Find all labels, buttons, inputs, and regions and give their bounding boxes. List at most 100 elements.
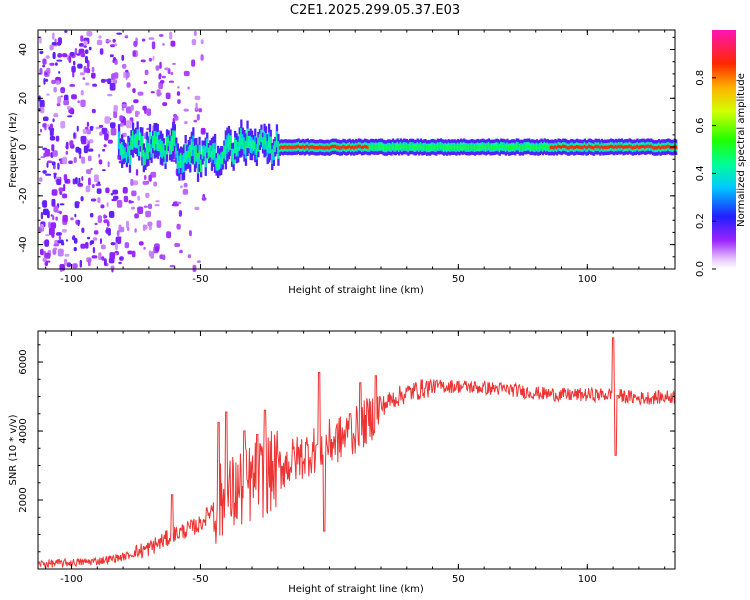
colorbar-ticks: 0.0 0.2 0.4 0.6 0.8: [695, 70, 716, 277]
spectrogram-cell: [52, 52, 56, 59]
spectrogram-cell: [42, 170, 47, 174]
spectrogram-cell: [128, 151, 132, 159]
spectrogram-cell: [52, 150, 58, 157]
spectrogram-cell: [162, 43, 165, 46]
spectrogram-cell: [103, 214, 107, 219]
spectrogram-cell: [124, 35, 129, 39]
spectrogram-cell: [105, 187, 110, 194]
spectrogram-cell: [266, 145, 269, 153]
spectrogram-cell: [135, 169, 139, 176]
spectrogram-cell: [44, 239, 49, 247]
spectrogram-cell: [243, 142, 246, 150]
spectrogram-cell: [121, 103, 127, 108]
spectrogram-cell: [442, 146, 446, 150]
spectrogram-cell: [133, 40, 138, 47]
spectrogram-cell: [193, 30, 197, 36]
spectrogram-cell: [636, 144, 639, 148]
spectrogram-cell: [178, 210, 182, 217]
spectrogram-cell: [115, 236, 122, 244]
spectrogram-cell: [155, 65, 160, 71]
spectrogram-cell: [461, 145, 464, 149]
spectrogram-cell: [630, 145, 633, 149]
spectrogram-cell: [74, 213, 77, 218]
spectrogram-cell: [108, 211, 115, 218]
spectrogram-cell: [194, 206, 200, 211]
spectrogram-cell: [480, 145, 483, 149]
spectrogram-cell: [645, 144, 648, 149]
spectrogram-cell: [98, 252, 102, 261]
spectrogram-cell: [99, 131, 103, 136]
spectrogram-cell: [49, 123, 53, 129]
spectrogram-cell: [152, 139, 155, 145]
spectrogram-cell: [141, 142, 144, 151]
spectrogram-cell: [441, 145, 444, 149]
spectrogram-cell: [538, 145, 542, 149]
spectrogram-cell: [135, 137, 138, 144]
spectrogram-cell: [79, 154, 82, 159]
spectrogram-cell: [333, 144, 336, 149]
spectrogram-cell: [80, 196, 84, 202]
spectrogram-cell: [246, 134, 249, 143]
spectrogram-cell: [66, 262, 72, 268]
spectrogram-cell: [413, 145, 416, 150]
spectrogram-cell: [60, 95, 63, 98]
spectrogram-cell: [39, 36, 42, 44]
spectrogram-cell: [101, 256, 105, 261]
spectrogram-cell: [623, 145, 627, 149]
snr-y-ticks: 2000 4000 6000: [18, 344, 675, 570]
spectrogram-cell: [39, 177, 43, 182]
spectrogram-cell: [148, 37, 155, 40]
spectrogram-cell: [644, 145, 647, 149]
spectrogram-cell: [183, 182, 188, 188]
spectrogram-cell: [65, 150, 69, 155]
spectrogram-cell: [184, 121, 188, 125]
x-tick-label: -50: [192, 274, 208, 285]
spectrogram-cell: [213, 149, 217, 158]
spectrogram-cell: [450, 145, 453, 149]
spectrogram-cell: [571, 145, 574, 149]
spectrogram-cell: [49, 135, 56, 141]
spectrogram-cell: [148, 137, 152, 146]
spectrogram-cell: [410, 144, 413, 149]
spectrogram-cell: [45, 55, 50, 59]
spectrogram-cell: [662, 145, 665, 149]
spectrogram-cell: [194, 95, 201, 100]
spectrogram-cell: [123, 117, 127, 126]
spectrogram-cell: [44, 72, 48, 76]
spectrogram-cell: [226, 140, 229, 149]
spectrogram-cell: [56, 232, 62, 236]
spectrogram-cell: [81, 227, 85, 233]
spectrogram-cell: [100, 244, 106, 250]
spectrogram-cell: [596, 145, 599, 149]
spectrogram-cell: [322, 145, 325, 150]
spectrogram-cell: [500, 144, 503, 148]
spectrogram-x-ticks: -100 -50 50 100: [45, 30, 666, 285]
spectrogram-cell: [57, 240, 61, 244]
spectrogram-cell: [263, 136, 266, 145]
spectrogram-cell: [169, 264, 176, 268]
spectrogram-cell: [101, 127, 108, 135]
spectrogram-cell: [63, 258, 68, 266]
spectrogram-cell: [421, 146, 424, 150]
spectrogram-cell: [469, 145, 472, 150]
spectrogram-cell: [142, 105, 147, 111]
spectrogram-cell: [112, 57, 117, 61]
spectrogram-cell: [40, 212, 43, 220]
spectrogram-cell: [106, 221, 110, 227]
spectrogram-cell: [506, 144, 509, 149]
spectrogram-cell: [39, 99, 45, 108]
spectrogram-cell: [299, 145, 302, 150]
spectrogram-cell: [497, 145, 500, 149]
spectrogram-cell: [562, 144, 565, 148]
spectrogram-cell: [110, 127, 117, 136]
spectrogram-cell: [40, 106, 45, 114]
spectrogram-cell: [86, 169, 92, 174]
figure-title: C2E1.2025.299.05.37.E03: [290, 3, 460, 18]
spectrogram-cell: [258, 137, 262, 142]
spectrogram-cell: [147, 147, 150, 155]
colorbar-label: Normalized spectral amplitude: [736, 73, 747, 227]
spectrogram-cell: [61, 89, 65, 93]
spectrogram-cell: [200, 39, 204, 45]
spectrogram-cell: [142, 154, 145, 161]
spectrogram-cell: [130, 178, 134, 186]
